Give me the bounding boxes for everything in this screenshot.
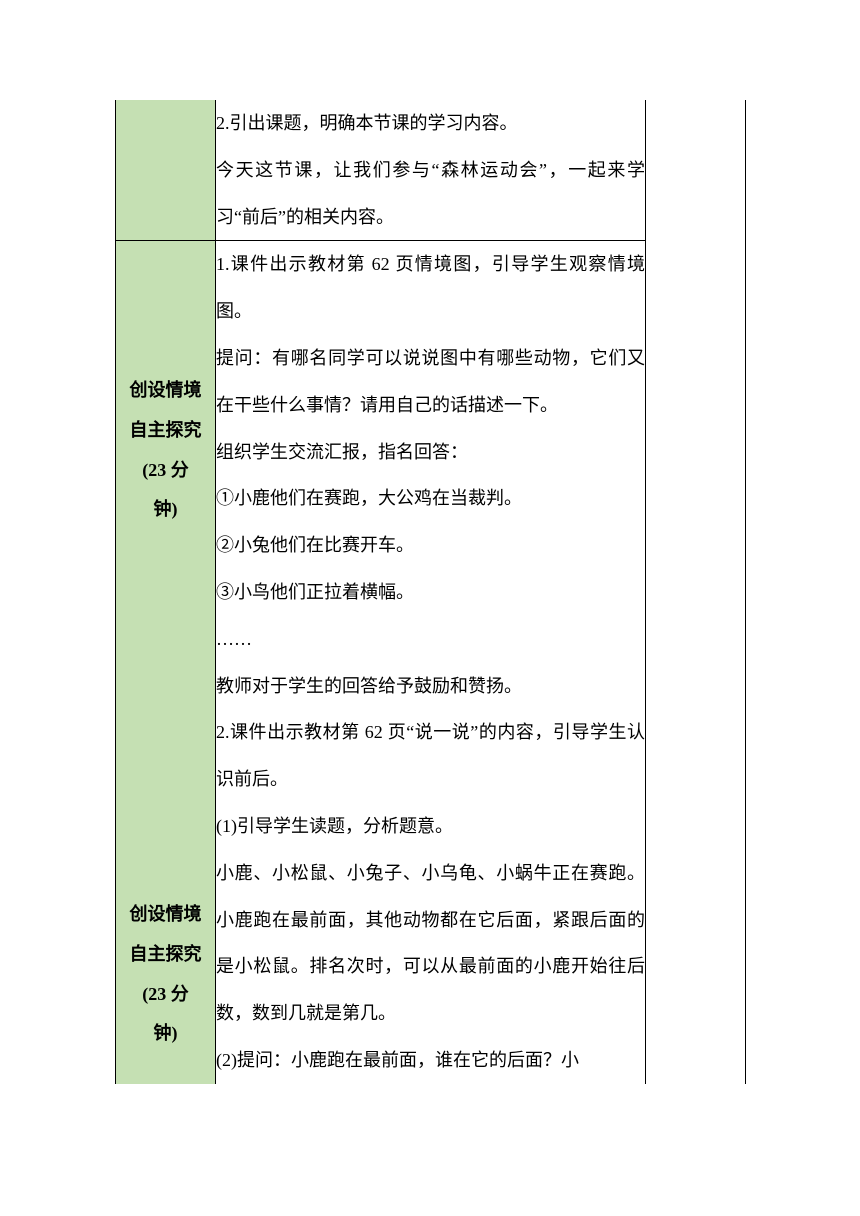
left-cell-2: 创设情境 自主探究 (23 分 钟) 创设情境 自主探究 (23 分 钟)	[116, 241, 216, 1084]
middle-cell-2: 1.课件出示教材第 62 页情境图，引导学生观察情境图。 提问：有哪名同学可以说…	[216, 241, 646, 1084]
section-label-1: 创设情境 自主探究 (23 分 钟)	[116, 371, 215, 529]
table-row: 2.引出课题，明确本节课的学习内容。 今天这节课，让我们参与“森林运动会”，一起…	[116, 100, 746, 241]
content-line: 2.引出课题，明确本节课的学习内容。 今天这节课，让我们参与“森林运动会”，一起…	[216, 100, 645, 240]
content-line: 1.课件出示教材第 62 页情境图，引导学生观察情境图。 提问：有哪名同学可以说…	[216, 241, 645, 1083]
middle-cell-1: 2.引出课题，明确本节课的学习内容。 今天这节课，让我们参与“森林运动会”，一起…	[216, 100, 646, 241]
left-cell-1	[116, 100, 216, 241]
right-cell	[646, 100, 746, 1084]
lesson-plan-table: 2.引出课题，明确本节课的学习内容。 今天这节课，让我们参与“森林运动会”，一起…	[115, 100, 746, 1084]
section-label-2: 创设情境 自主探究 (23 分 钟)	[116, 895, 215, 1053]
